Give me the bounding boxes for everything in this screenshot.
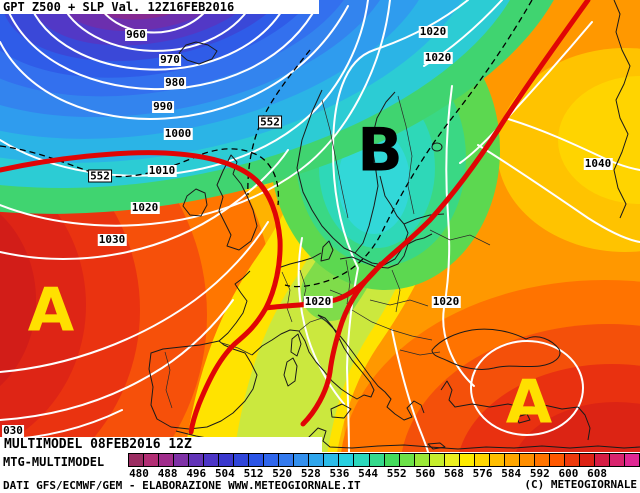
- isobar-label: 960: [125, 28, 147, 41]
- colorbar-cell: [429, 454, 445, 466]
- colorbar-tick: 528: [300, 467, 321, 480]
- colorbar-tick: 512: [243, 467, 264, 480]
- colorbar-cell: [279, 454, 295, 466]
- colorbar-cell: [384, 454, 400, 466]
- map-canvas: [0, 0, 640, 452]
- isobar-label: 1030: [97, 233, 127, 246]
- colorbar-tick: 592: [529, 467, 550, 480]
- colorbar-cell: [144, 454, 160, 466]
- colorbar-cell: [594, 454, 610, 466]
- isobars: [0, 0, 640, 452]
- colorbar-cell: [204, 454, 220, 466]
- colorbar-cell: [309, 454, 325, 466]
- isobar-label: 1010: [147, 164, 177, 177]
- colorbar-cell: [354, 454, 370, 466]
- colorbar-tick: 560: [415, 467, 436, 480]
- isobar-label: 1020: [431, 295, 461, 308]
- front-lines: [0, 0, 591, 435]
- colorbar-tick: 488: [157, 467, 178, 480]
- colorbar-cell: [174, 454, 190, 466]
- colorbar-tick: 608: [587, 467, 608, 480]
- colorbar-cell: [625, 454, 640, 466]
- colorbar-cell: [189, 454, 205, 466]
- colorbar-cell: [159, 454, 175, 466]
- colorbar-cell: [249, 454, 265, 466]
- colorbar-cell: [489, 454, 505, 466]
- colorbar-cell: [264, 454, 280, 466]
- isobar-label: 1040: [583, 157, 613, 170]
- colorbar-cell: [324, 454, 340, 466]
- pressure-center-A: A: [27, 275, 74, 346]
- colorbar-cell: [234, 454, 250, 466]
- pressure-center-A: A: [505, 367, 552, 438]
- colorbar-cell: [549, 454, 565, 466]
- colorbar-cell: [534, 454, 550, 466]
- colorbar-tick: 552: [386, 467, 407, 480]
- colorbar-cell: [459, 454, 475, 466]
- colorbar-tick-labels: 480 488 496 504 512 520 528 536 544 552 560 568 576 5…: [128, 467, 640, 480]
- isobar-label: 1020: [130, 201, 160, 214]
- colorbar-cell: [610, 454, 626, 466]
- colorbar-cell: [339, 454, 355, 466]
- colorbar-cell: [579, 454, 595, 466]
- copyright-label: (C) METEOGIORNALE: [524, 478, 637, 491]
- model-run-label: MULTIMODEL 08FEB2016 12Z: [0, 437, 322, 452]
- colorbar-tick: 600: [558, 467, 579, 480]
- colorbar-cell: [294, 454, 310, 466]
- isobar-label: 030: [2, 424, 24, 437]
- colorbar-cell: [414, 454, 430, 466]
- colorbar-tick: 536: [329, 467, 350, 480]
- colorbar-cell: [444, 454, 460, 466]
- colorbar-cell: [564, 454, 580, 466]
- colorbar-cell: [474, 454, 490, 466]
- colorbar-cell: [399, 454, 415, 466]
- colorbar-tick: 504: [214, 467, 235, 480]
- model-name-label: MTG-MULTIMODEL: [3, 455, 105, 469]
- isobar-label: 1020: [418, 25, 448, 38]
- isobar-label: 990: [152, 100, 174, 113]
- isobar-label: 1020: [303, 295, 333, 308]
- weather-map: 960 970 980 990 1000 1010 1020 1030 030 1020 1020 1…: [0, 0, 640, 452]
- pressure-center-B: B: [357, 115, 403, 186]
- isobar-label: 970: [159, 53, 181, 66]
- height-contour-label: 552: [88, 169, 112, 183]
- isobar-label: 1020: [423, 51, 453, 64]
- colorbar-cell: [129, 454, 145, 466]
- colorbar-tick: 520: [272, 467, 293, 480]
- colorbar-tick: 544: [358, 467, 378, 480]
- legend-footer: MTG-MULTIMODEL 480 488 496 504 512 520 528 536 5…: [0, 452, 640, 493]
- colorbar: [128, 453, 640, 467]
- colorbar-tick: 480: [129, 467, 149, 480]
- colorbar-tick: 496: [186, 467, 207, 480]
- colorbar-tick: 576: [472, 467, 493, 480]
- map-title: GPT Z500 + SLP Val. 12Z16FEB2016: [0, 0, 319, 14]
- colorbar-cell: [519, 454, 535, 466]
- colorbar-cell: [504, 454, 520, 466]
- data-source-label: DATI GFS/ECMWF/GEM - ELABORAZIONE WWW.ME…: [3, 479, 361, 492]
- colorbar-tick: 568: [443, 467, 464, 480]
- map-field: [0, 0, 640, 452]
- colorbar-tick: 584: [501, 467, 522, 480]
- height-contour-label: 552: [258, 115, 282, 129]
- isobar-label: 1000: [163, 127, 193, 140]
- isobar-label: 980: [164, 76, 186, 89]
- colorbar-cell: [219, 454, 235, 466]
- colorbar-cell: [369, 454, 385, 466]
